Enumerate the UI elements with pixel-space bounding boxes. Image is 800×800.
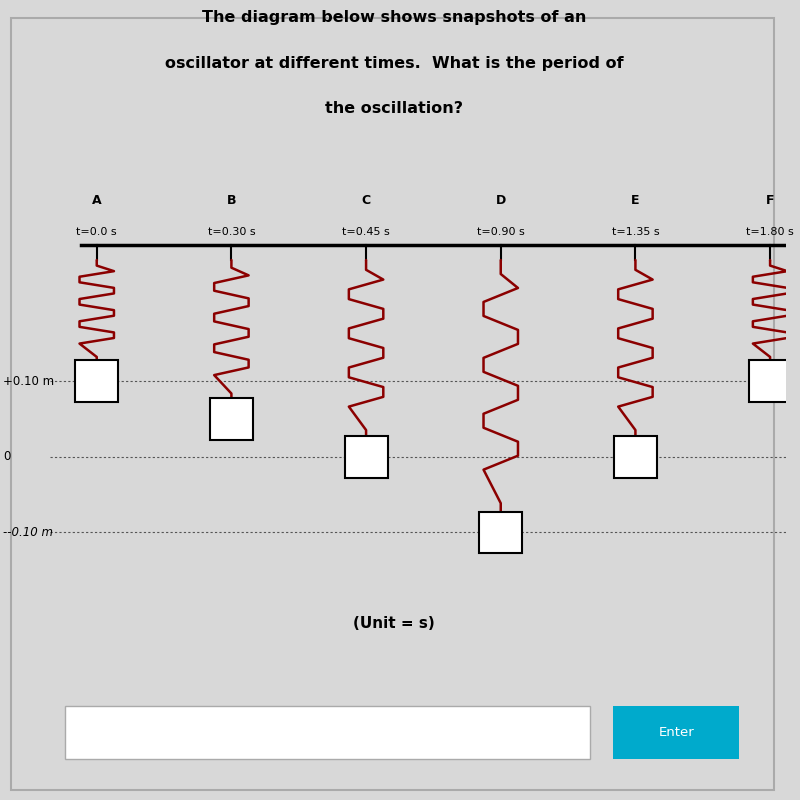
Text: t=0.90 s: t=0.90 s <box>477 227 525 238</box>
Text: t=1.35 s: t=1.35 s <box>612 227 659 238</box>
Text: t=1.80 s: t=1.80 s <box>746 227 794 238</box>
Text: t=0.30 s: t=0.30 s <box>207 227 255 238</box>
FancyBboxPatch shape <box>479 512 522 554</box>
FancyBboxPatch shape <box>749 360 792 402</box>
Text: C: C <box>362 194 370 207</box>
Text: t=0.45 s: t=0.45 s <box>342 227 390 238</box>
Text: D: D <box>496 194 506 207</box>
FancyBboxPatch shape <box>66 706 590 759</box>
Text: (Unit = s): (Unit = s) <box>354 616 435 630</box>
Text: --0.10 m: --0.10 m <box>2 526 53 539</box>
FancyBboxPatch shape <box>75 360 118 402</box>
FancyBboxPatch shape <box>210 398 253 440</box>
Text: A: A <box>92 194 102 207</box>
FancyBboxPatch shape <box>614 436 657 478</box>
FancyBboxPatch shape <box>614 706 738 759</box>
Text: F: F <box>766 194 774 207</box>
Text: E: E <box>631 194 640 207</box>
Text: t=0.0 s: t=0.0 s <box>77 227 117 238</box>
Text: +0.10 m: +0.10 m <box>2 374 54 387</box>
Text: The diagram below shows snapshots of an: The diagram below shows snapshots of an <box>202 10 586 26</box>
Text: the oscillation?: the oscillation? <box>326 102 463 116</box>
Text: B: B <box>226 194 236 207</box>
FancyBboxPatch shape <box>345 436 388 478</box>
Text: oscillator at different times.  What is the period of: oscillator at different times. What is t… <box>165 56 623 71</box>
Text: Enter: Enter <box>658 726 694 739</box>
Text: 0: 0 <box>2 450 10 463</box>
